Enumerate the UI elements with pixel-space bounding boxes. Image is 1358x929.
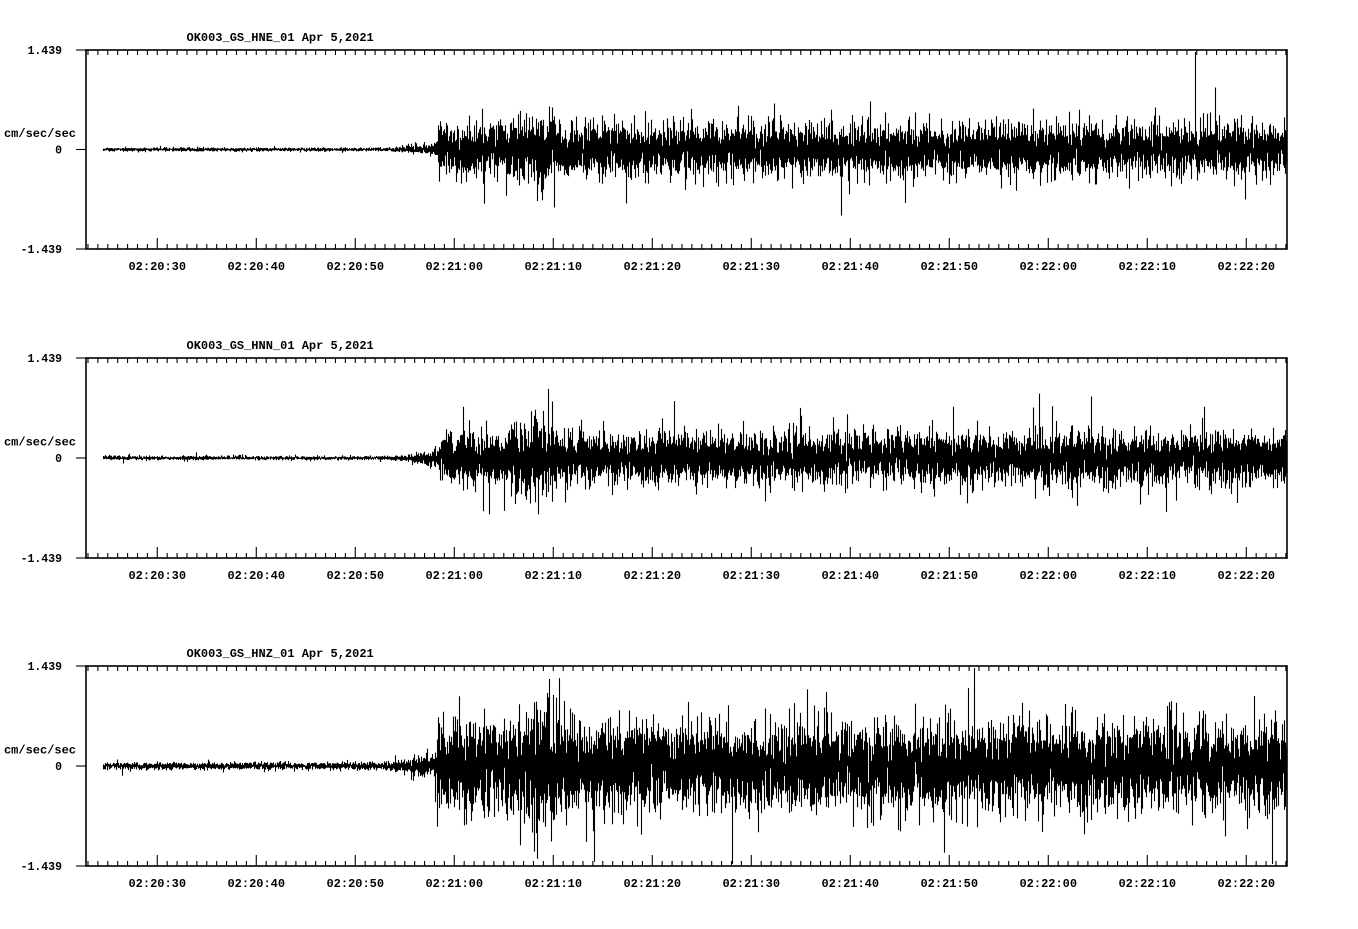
svg-text:02:21:40: 02:21:40: [821, 877, 879, 891]
svg-text:02:20:40: 02:20:40: [227, 569, 285, 583]
svg-text:02:22:20: 02:22:20: [1217, 569, 1275, 583]
svg-text:02:21:00: 02:21:00: [425, 569, 483, 583]
svg-text:OK003_GS_HNN_01 Apr 5,2021: OK003_GS_HNN_01 Apr 5,2021: [187, 339, 374, 353]
svg-text:02:20:30: 02:20:30: [128, 260, 186, 274]
svg-text:02:21:30: 02:21:30: [722, 877, 780, 891]
svg-text:02:20:30: 02:20:30: [128, 877, 186, 891]
svg-text:02:22:00: 02:22:00: [1019, 569, 1077, 583]
svg-text:02:20:50: 02:20:50: [326, 260, 384, 274]
svg-text:cm/sec/sec: cm/sec/sec: [4, 436, 76, 450]
svg-text:OK003_GS_HNE_01 Apr 5,2021: OK003_GS_HNE_01 Apr 5,2021: [187, 31, 374, 45]
svg-text:02:21:40: 02:21:40: [821, 569, 879, 583]
svg-text:OK003_GS_HNZ_01 Apr 5,2021: OK003_GS_HNZ_01 Apr 5,2021: [187, 647, 374, 661]
svg-text:02:22:20: 02:22:20: [1217, 260, 1275, 274]
svg-text:02:22:00: 02:22:00: [1019, 877, 1077, 891]
svg-text:-1.439: -1.439: [21, 244, 63, 257]
svg-text:02:21:50: 02:21:50: [920, 877, 978, 891]
svg-text:cm/sec/sec: cm/sec/sec: [4, 127, 76, 141]
svg-text:02:21:00: 02:21:00: [425, 877, 483, 891]
svg-text:-1.439: -1.439: [21, 553, 63, 566]
svg-text:02:21:50: 02:21:50: [920, 260, 978, 274]
svg-text:02:21:20: 02:21:20: [623, 877, 681, 891]
svg-text:1.439: 1.439: [27, 661, 62, 674]
svg-text:cm/sec/sec: cm/sec/sec: [4, 744, 76, 758]
svg-text:02:20:40: 02:20:40: [227, 260, 285, 274]
svg-text:02:22:00: 02:22:00: [1019, 260, 1077, 274]
svg-text:02:20:40: 02:20:40: [227, 877, 285, 891]
svg-text:02:21:50: 02:21:50: [920, 569, 978, 583]
svg-text:02:21:30: 02:21:30: [722, 569, 780, 583]
svg-text:02:22:20: 02:22:20: [1217, 877, 1275, 891]
svg-text:02:21:20: 02:21:20: [623, 260, 681, 274]
svg-text:02:21:10: 02:21:10: [524, 260, 582, 274]
svg-text:1.439: 1.439: [27, 45, 62, 58]
svg-text:02:20:50: 02:20:50: [326, 877, 384, 891]
svg-text:02:21:30: 02:21:30: [722, 260, 780, 274]
svg-text:0: 0: [55, 761, 62, 774]
svg-text:0: 0: [55, 453, 62, 466]
svg-text:02:22:10: 02:22:10: [1118, 260, 1176, 274]
svg-text:1.439: 1.439: [27, 353, 62, 366]
svg-text:02:20:30: 02:20:30: [128, 569, 186, 583]
svg-text:02:22:10: 02:22:10: [1118, 877, 1176, 891]
svg-text:0: 0: [55, 145, 62, 158]
svg-text:02:22:10: 02:22:10: [1118, 569, 1176, 583]
svg-text:02:21:10: 02:21:10: [524, 569, 582, 583]
svg-text:02:21:40: 02:21:40: [821, 260, 879, 274]
svg-text:-1.439: -1.439: [21, 861, 63, 874]
svg-text:02:20:50: 02:20:50: [326, 569, 384, 583]
svg-text:02:21:20: 02:21:20: [623, 569, 681, 583]
svg-text:02:21:00: 02:21:00: [425, 260, 483, 274]
svg-text:02:21:10: 02:21:10: [524, 877, 582, 891]
